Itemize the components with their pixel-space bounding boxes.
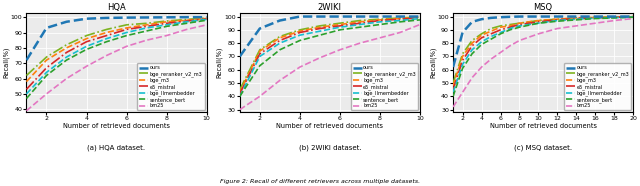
X-axis label: Number of retrieved documents: Number of retrieved documents — [276, 123, 383, 129]
Legend: ours, bge_reranker_v2_m3, bge_m3, e5_mistral, bge_llmembedder, sentence_bert, bm: ours, bge_reranker_v2_m3, bge_m3, e5_mis… — [138, 63, 205, 110]
Text: Figure 2: Recall of different retrievers across multiple datasets.: Figure 2: Recall of different retrievers… — [220, 179, 420, 184]
Text: (a) HQA dataset.: (a) HQA dataset. — [88, 144, 146, 151]
Title: HQA: HQA — [107, 3, 126, 12]
Legend: ours, bge_reranker_v2_m3, bge_m3, e5_mistral, bge_llmembedder, sentence_bert, bm: ours, bge_reranker_v2_m3, bge_m3, e5_mis… — [351, 63, 418, 110]
X-axis label: Number of retrieved documents: Number of retrieved documents — [63, 123, 170, 129]
Y-axis label: Recall(%): Recall(%) — [429, 47, 436, 78]
Legend: ours, bge_reranker_v2_m3, bge_m3, e5_mistral, bge_llmembedder, sentence_bert, bm: ours, bge_reranker_v2_m3, bge_m3, e5_mis… — [564, 63, 631, 110]
Text: (c) MSQ dataset.: (c) MSQ dataset. — [514, 144, 572, 151]
Title: 2WIKI: 2WIKI — [318, 3, 342, 12]
X-axis label: Number of retrieved documents: Number of retrieved documents — [490, 123, 596, 129]
Y-axis label: Recall(%): Recall(%) — [216, 47, 223, 78]
Title: MSQ: MSQ — [534, 3, 553, 12]
Text: (b) 2WIKI dataset.: (b) 2WIKI dataset. — [298, 144, 361, 151]
Y-axis label: Recall(%): Recall(%) — [3, 47, 9, 78]
